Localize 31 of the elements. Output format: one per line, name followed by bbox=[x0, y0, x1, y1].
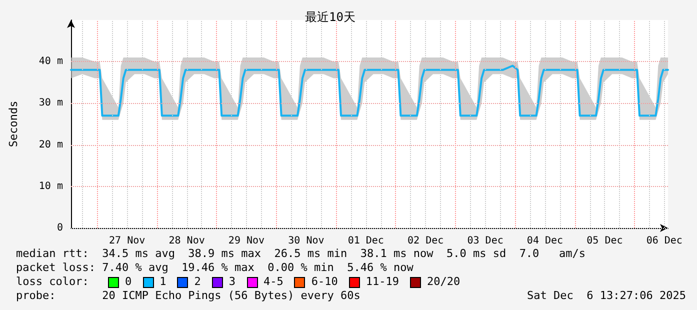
x-tick-label: 05 Dec bbox=[586, 236, 623, 246]
text: 20/20 bbox=[427, 275, 460, 289]
x-tick-label: 29 Nov bbox=[228, 236, 265, 246]
line-series bbox=[70, 64, 669, 117]
y-tick-label: 20 m bbox=[38, 139, 63, 150]
y-tick-label: 10 m bbox=[38, 180, 63, 192]
text: 4-5 bbox=[264, 275, 284, 289]
text: 11-19 bbox=[366, 275, 399, 289]
text: probe: 20 ICMP Echo Pings (56 Bytes) every 60s bbox=[16, 289, 360, 303]
text: loss color: bbox=[16, 275, 90, 289]
text: 3 bbox=[228, 275, 236, 289]
text: Sat Dec 6 13:27:06 2025 bbox=[527, 289, 686, 303]
y-tick-label: 0 bbox=[56, 222, 63, 234]
x-tick-label: 03 Dec bbox=[467, 236, 504, 246]
chart-title: 最近10天 bbox=[305, 10, 356, 24]
y-tick-label: 40 m bbox=[38, 56, 63, 68]
x-tick-label: 30 Nov bbox=[288, 236, 324, 246]
x-tick-label: 04 Dec bbox=[526, 236, 564, 246]
x-tick-label: 27 Nov bbox=[109, 236, 146, 246]
text: 0 bbox=[125, 275, 132, 289]
text: 1 bbox=[160, 275, 166, 289]
x-tick-label: 28 Nov bbox=[168, 236, 205, 246]
y-axis-title: Seconds bbox=[7, 100, 20, 148]
text: 2 bbox=[194, 275, 201, 289]
text: 6-10 bbox=[311, 275, 338, 289]
x-tick-label: 06 Dec bbox=[646, 236, 682, 246]
text: packet loss: 7.40 % avg 19.46 % max 0.00 % min 5.46 % now bbox=[16, 261, 414, 275]
x-tick-label: 01 Dec bbox=[348, 236, 384, 246]
x-tick-label: 02 Dec bbox=[408, 236, 444, 246]
y-tick-label: 30 m bbox=[38, 98, 63, 109]
text: median rtt: 34.5 ms avg 38.9 ms max 26.5 ms min 38.1 ms now 5.0 ms sd 7.0 am/s bbox=[16, 247, 587, 261]
